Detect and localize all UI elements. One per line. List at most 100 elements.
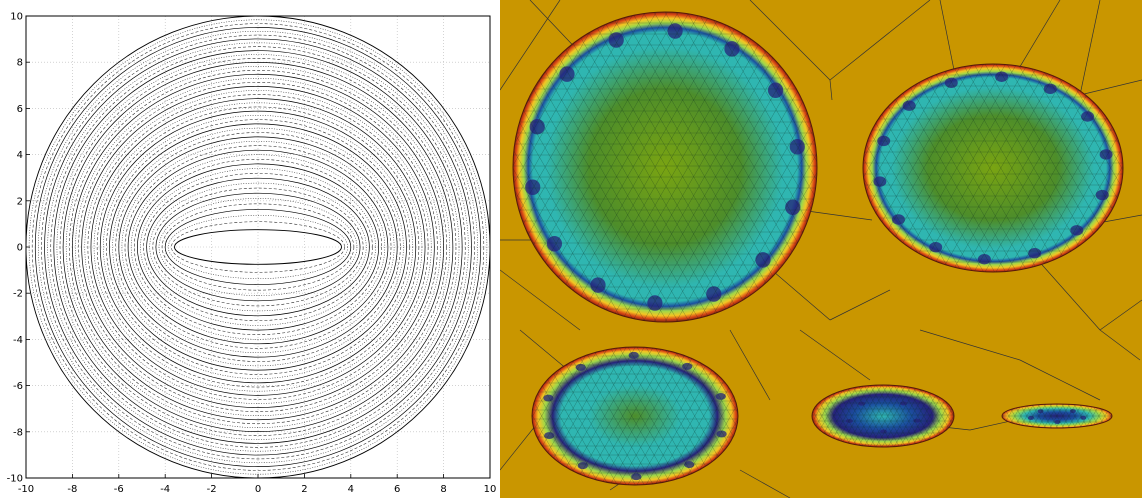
ellipse-lower-left — [531, 346, 739, 486]
x-tick-label: -8 — [67, 484, 77, 495]
low-value-region — [858, 401, 866, 406]
contour-lines — [25, 15, 491, 479]
mesh-edge — [729, 329, 771, 401]
low-value-region — [525, 179, 541, 195]
low-value-region — [529, 118, 545, 135]
low-value-region — [995, 71, 1009, 82]
low-value-region — [546, 235, 563, 252]
x-tick-label: 0 — [255, 484, 261, 495]
contour-line-dashed — [69, 70, 447, 424]
mesh-edge — [1019, 359, 1101, 401]
x-tick-label: -6 — [114, 484, 124, 495]
contour-line-dashed — [143, 173, 373, 321]
x-tick-label: -10 — [18, 484, 34, 495]
contour-line — [81, 86, 435, 408]
contour-line-dashed — [140, 168, 376, 326]
y-tick-label: 6 — [17, 104, 23, 115]
ellipse-lower-center — [811, 384, 955, 448]
contour-line — [127, 149, 389, 345]
contour-line — [174, 229, 342, 265]
contour-line-dashed — [130, 154, 386, 340]
low-value-region — [789, 139, 805, 155]
contour-line-dashed — [78, 82, 438, 412]
contour-line — [155, 192, 361, 302]
tick-labels: -10 -8 -6 -4 -2 0 2 4 6 8 10 10 8 6 4 2 0 -2 -4 -6 -8 -10 — [7, 12, 497, 496]
mesh-edges — [513, 12, 817, 322]
contour-line — [90, 98, 426, 396]
contour-line-dashed — [75, 78, 441, 416]
y-tick-label: 2 — [17, 196, 23, 207]
x-tick-label: -2 — [207, 484, 217, 495]
mesh-edges — [1002, 404, 1112, 428]
triangular-mesh — [1002, 404, 1112, 428]
grid-lines — [25, 15, 491, 479]
mesh-shapes — [500, 0, 1142, 498]
mesh-edge — [799, 209, 873, 221]
y-tick-label: 4 — [17, 150, 23, 161]
low-value-region — [575, 363, 586, 371]
contour-line-dashed — [106, 119, 410, 375]
x-tick-label: -4 — [160, 484, 170, 495]
contour-line-dashed — [158, 198, 358, 296]
low-value-region — [755, 252, 771, 268]
mesh-domain — [512, 11, 818, 323]
low-value-region — [1043, 83, 1057, 94]
low-value-region — [1070, 225, 1084, 236]
contour-line — [62, 62, 454, 432]
contour-line-dashed — [56, 54, 460, 440]
y-tick-label: 8 — [17, 58, 23, 69]
y-tick-label: 0 — [17, 243, 23, 254]
contour-line — [137, 163, 379, 331]
y-tick-label: -2 — [13, 289, 23, 300]
contour-line — [109, 123, 407, 371]
low-value-region — [706, 286, 722, 302]
triangular-mesh — [863, 64, 1123, 272]
low-value-region — [559, 66, 575, 82]
mesh-edge — [1099, 299, 1142, 331]
mesh-visualization-panel — [500, 0, 1142, 498]
low-value-region — [628, 351, 639, 359]
mesh-edge — [500, 0, 561, 91]
contour-line-dashed — [103, 115, 413, 379]
contour-line-dashed — [93, 102, 423, 392]
low-value-region — [1037, 409, 1044, 414]
contour-line — [72, 73, 444, 421]
contour-line — [146, 177, 370, 317]
contour-line-dashed — [168, 215, 348, 279]
mesh-edge — [829, 289, 891, 321]
x-tick-label: 8 — [440, 484, 446, 495]
low-value-region — [667, 23, 683, 39]
low-value-region — [608, 32, 624, 48]
low-value-region — [1099, 149, 1113, 160]
contour-line-dashed — [133, 159, 383, 335]
low-value-region — [1095, 189, 1109, 201]
contour-line-dashed — [121, 140, 395, 354]
contour-line — [53, 50, 463, 444]
contour-line-dashed — [124, 145, 392, 349]
low-value-region — [1080, 415, 1087, 420]
mesh-edge — [829, 79, 833, 101]
low-value-region — [1028, 248, 1042, 259]
contour-line-dashed — [115, 132, 401, 362]
contour-line — [164, 209, 352, 285]
contour-line-dashed — [41, 34, 475, 460]
mesh-edge — [919, 329, 1021, 361]
contour-line-dashed — [96, 106, 420, 388]
y-tick-label: -8 — [13, 427, 23, 438]
low-value-region — [590, 277, 606, 293]
low-value-region — [684, 461, 695, 469]
x-tick-label: 4 — [348, 484, 354, 495]
contour-line-dashed — [84, 90, 432, 404]
contour-plot-panel: -10 -8 -6 -4 -2 0 2 4 6 8 10 10 8 6 4 2 0 -2 -4 -6 -8 -10 — [0, 0, 500, 498]
ellipse-upper-right — [862, 63, 1124, 273]
contour-plot: -10 -8 -6 -4 -2 0 2 4 6 8 10 10 8 6 4 2 0 -2 -4 -6 -8 -10 — [7, 12, 497, 496]
x-tick-label: 10 — [484, 484, 497, 495]
contour-line-dashed — [65, 66, 451, 428]
triangular-mesh — [812, 385, 954, 447]
contour-line-dashed — [87, 94, 429, 400]
large-circle — [512, 11, 818, 323]
y-tick-label: -4 — [13, 335, 23, 346]
low-value-region — [977, 254, 991, 265]
low-value-region — [929, 242, 943, 253]
mesh-edge — [1099, 329, 1141, 361]
